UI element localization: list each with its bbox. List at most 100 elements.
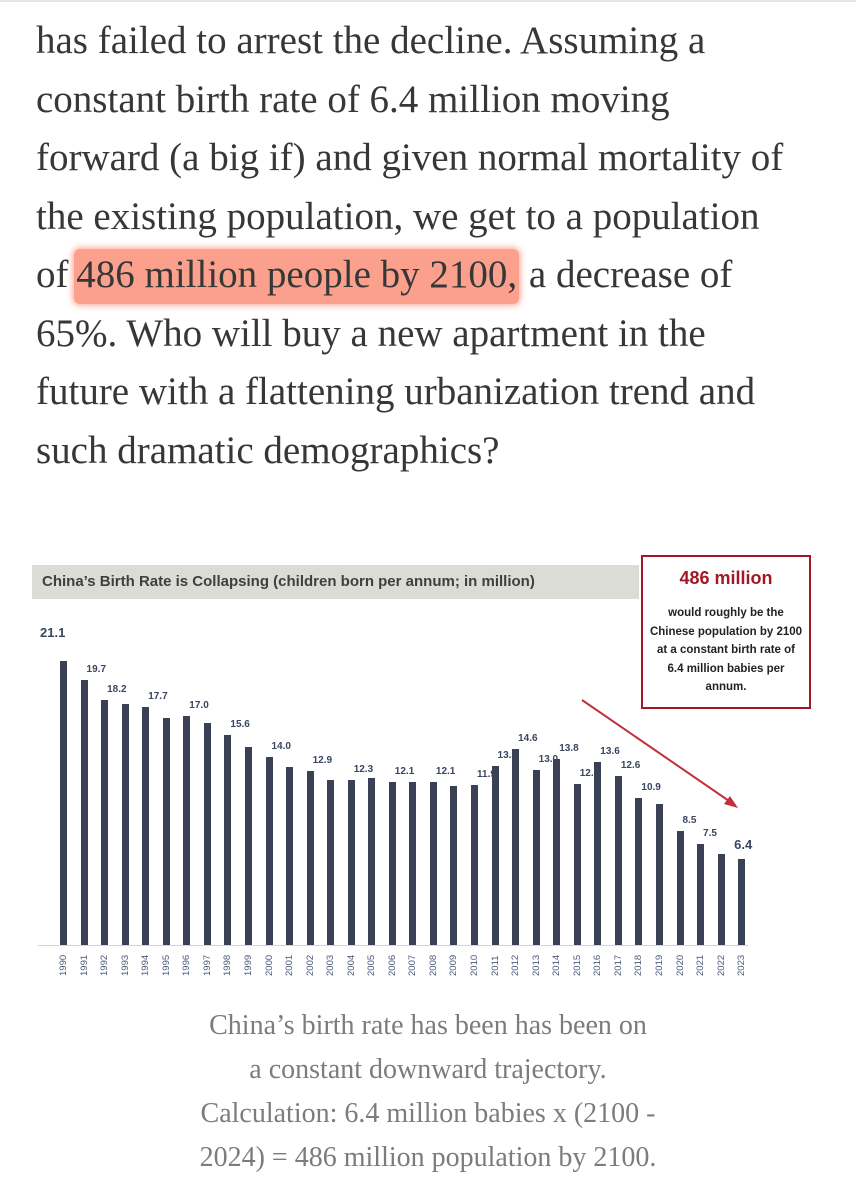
x-tick-label: 2010 <box>469 954 480 976</box>
x-tick-label: 2006 <box>386 954 398 976</box>
caption-line: China’s birth rate has been has been on <box>209 1010 647 1041</box>
caption-line: a constant downward trajectory. <box>249 1054 607 1085</box>
x-tick-label: 2012 <box>510 954 522 976</box>
data-label: 11.9 <box>477 768 496 780</box>
chart-title-band: China’s Birth Rate is Collapsing (childr… <box>32 565 639 599</box>
x-tick-label: 1997 <box>201 954 213 976</box>
birth-rate-chart: China’s Birth Rate is Collapsing (childr… <box>32 550 822 990</box>
bar-1991 <box>80 680 88 945</box>
bar-2023 <box>738 858 746 945</box>
bar-2014 <box>553 759 561 945</box>
data-label: 14.6 <box>518 732 538 744</box>
bar-2005 <box>368 778 376 945</box>
x-tick-label: 2013 <box>530 954 542 976</box>
bar-2002 <box>306 771 314 945</box>
chart-title: China’s Birth Rate is Collapsing (childr… <box>42 573 535 590</box>
data-label: 14.0 <box>271 740 291 752</box>
x-tick-label: 2007 <box>407 954 419 976</box>
bar-2001 <box>286 767 294 945</box>
article-line: of 486 million people by 2100, a decreas… <box>36 246 836 305</box>
bar-1990 <box>60 661 67 945</box>
x-tick-label: 2003 <box>325 954 337 976</box>
x-tick-label: 2017 <box>612 954 624 976</box>
bar-2011 <box>491 766 499 945</box>
article-line: constant birth rate of 6.4 million movin… <box>36 77 670 121</box>
x-tick-label: 2005 <box>366 954 378 976</box>
bar-1993 <box>121 704 129 945</box>
plot-area: 21.1 1990 19.7 1991 18.2 1992 1993 17.7 1994 1995… <box>32 610 753 976</box>
x-tick-label: 2001 <box>284 954 296 976</box>
article-line: forward (a big if) and given normal mort… <box>36 136 784 179</box>
line-prefix: of <box>36 253 79 296</box>
bar-2021 <box>697 844 705 945</box>
article-line: future with a flattening urbanization tr… <box>36 370 756 413</box>
x-tick-label: 2000 <box>263 954 275 976</box>
data-label: 10.9 <box>641 782 661 794</box>
data-label: 18.2 <box>107 684 127 696</box>
bar-2006 <box>388 782 396 945</box>
bar-2000 <box>265 756 273 945</box>
data-label: 13.6 <box>600 746 620 758</box>
bar-2012 <box>512 748 520 945</box>
bar-1992 <box>101 700 109 945</box>
x-tick-label: 2018 <box>633 954 645 976</box>
caption-line: Calculation: 6.4 million babies x (2100 … <box>200 1098 656 1129</box>
bar-2003 <box>327 779 335 945</box>
x-tick-label: 1992 <box>99 954 111 976</box>
x-tick-label: 2008 <box>427 954 439 976</box>
bar-2013 <box>532 770 540 945</box>
data-label: 13.8 <box>559 743 579 755</box>
highlighted-text: 486 million people by 2100, <box>74 249 520 304</box>
x-tick-label: 2004 <box>345 954 357 976</box>
x-tick-label: 2020 <box>674 954 686 976</box>
data-label: 6.4 <box>734 836 753 852</box>
data-label: 19.7 <box>86 664 107 676</box>
data-label: 12.6 <box>620 759 641 771</box>
data-label: 21.1 <box>40 625 66 641</box>
article-line: 65%. Who will buy a new apartment in the <box>36 311 706 355</box>
x-tick-label: 2019 <box>653 954 665 976</box>
article-line: the existing population, we get to a pop… <box>36 194 760 238</box>
x-tick-label: 1998 <box>222 954 234 976</box>
data-label: 12.9 <box>312 755 333 767</box>
x-tick-label: 1993 <box>119 954 131 976</box>
bar-1996 <box>183 716 191 945</box>
callout-box: 486 million would roughly be the Chinese… <box>641 555 811 709</box>
x-tick-label: 1995 <box>160 954 172 976</box>
x-tick-label: 1996 <box>181 954 193 976</box>
bar-2017 <box>614 775 622 945</box>
bar-2010 <box>471 784 478 945</box>
bar-2009 <box>450 786 458 945</box>
bar-1999 <box>244 747 252 945</box>
data-label: 13.3 <box>497 750 518 762</box>
bar-1998 <box>224 735 232 945</box>
article-line: has failed to arrest the decline. Assumi… <box>36 19 706 62</box>
x-tick-label: 2016 <box>592 954 604 976</box>
bar-2008 <box>429 782 437 945</box>
data-label: 7.5 <box>703 828 717 840</box>
bar-1997 <box>203 723 211 945</box>
x-tick-label: 2002 <box>304 954 316 976</box>
x-axis <box>38 945 748 946</box>
bar-2018 <box>635 798 643 945</box>
data-label: 8.5 <box>682 814 697 826</box>
data-label: 17.7 <box>148 690 168 702</box>
data-label: 13.0 <box>538 754 559 766</box>
figure-caption: China’s birth rate has been has been on … <box>60 1004 796 1180</box>
data-label: 12.1 <box>394 766 415 778</box>
article-paragraph: has failed to arrest the decline. Assumi… <box>36 12 836 480</box>
data-label: 17.0 <box>189 700 209 712</box>
bar-1994 <box>142 706 150 945</box>
x-tick-label: 1991 <box>78 954 90 976</box>
bar-2020 <box>676 830 684 945</box>
x-tick-label: 2022 <box>715 954 727 976</box>
callout-headline: 486 million <box>679 568 773 588</box>
article-line: such dramatic demographics? <box>36 428 500 472</box>
x-tick-label: 1994 <box>140 954 152 976</box>
x-tick-label: 2009 <box>448 954 460 976</box>
bar-2016 <box>594 762 602 945</box>
bar-2022 <box>717 853 725 945</box>
x-tick-label: 1999 <box>242 954 254 976</box>
x-tick-label: 2023 <box>736 954 748 976</box>
bar-2019 <box>655 803 663 945</box>
